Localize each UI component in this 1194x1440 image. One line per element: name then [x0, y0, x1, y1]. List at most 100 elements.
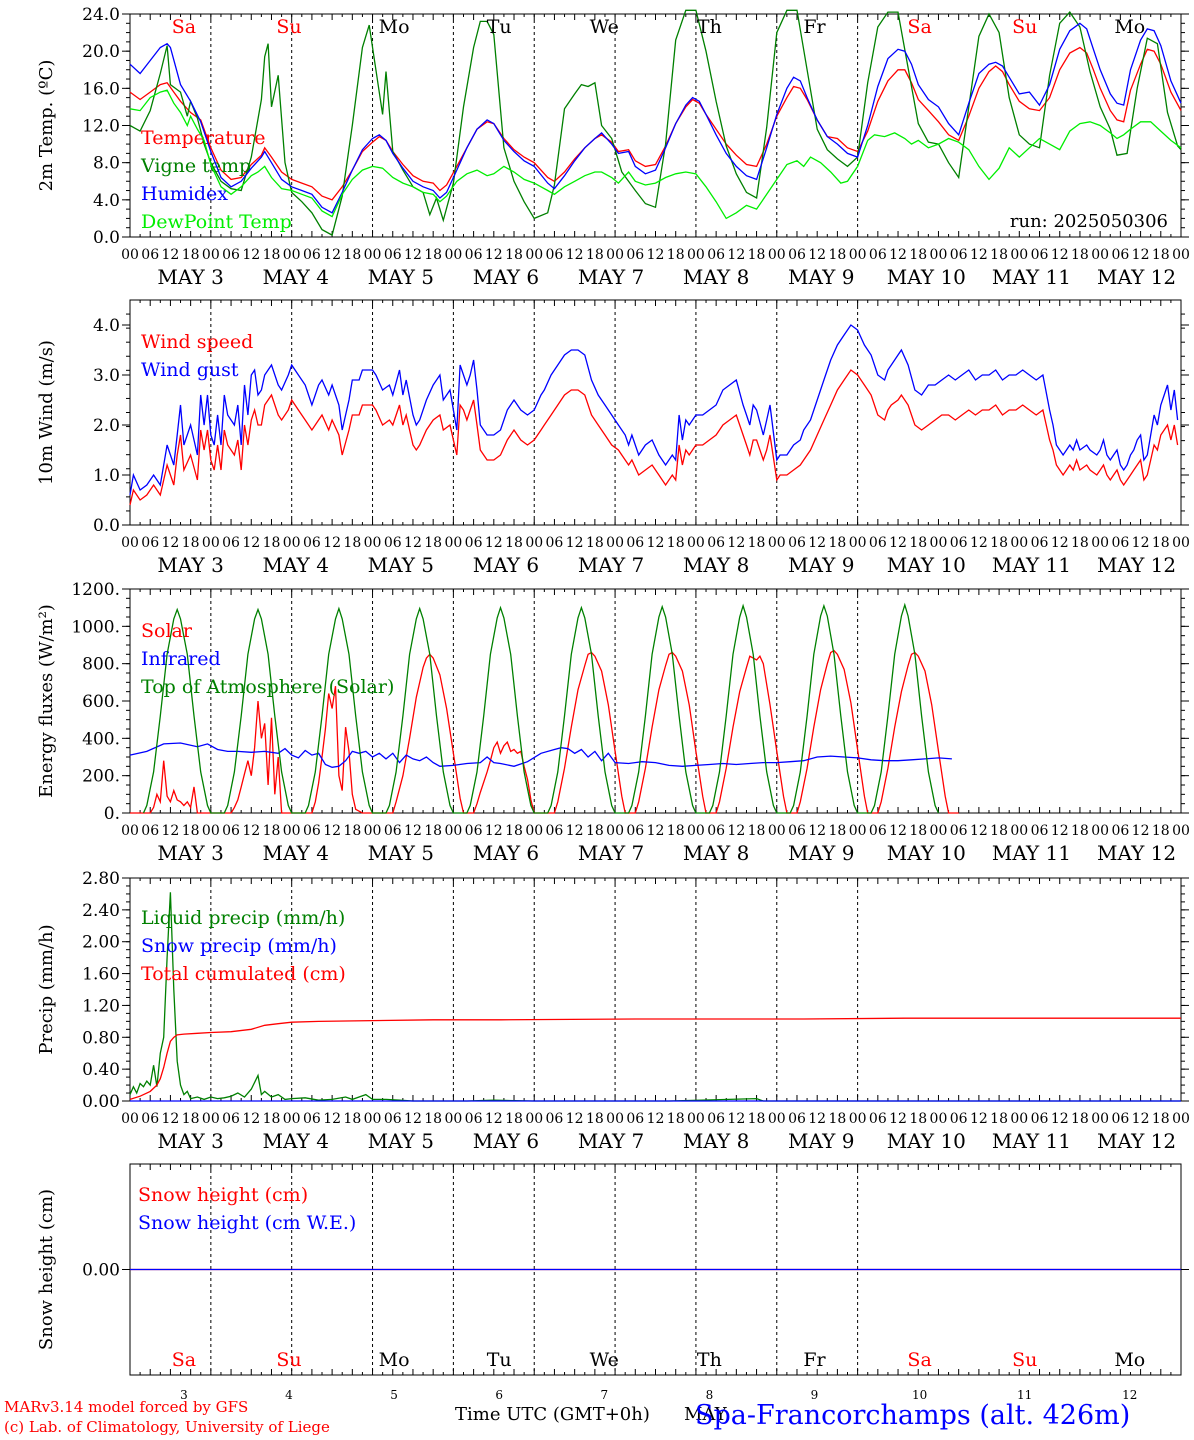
hour-label: 18 [1152, 823, 1170, 839]
hour-label: 06 [950, 1111, 968, 1127]
legend-entry: Total cumulated (cm) [141, 963, 346, 985]
date-label: MAY 3 [157, 265, 223, 289]
hour-label: 00 [687, 535, 705, 551]
hour-label: 12 [727, 535, 745, 551]
hour-label: 12 [808, 535, 826, 551]
y-tick-label: 600. [82, 692, 120, 712]
hour-label: 12 [647, 535, 665, 551]
hour-label: 06 [788, 247, 806, 263]
hour-label: 18 [1071, 1111, 1089, 1127]
hour-label: 18 [748, 823, 766, 839]
hour-label: 00 [768, 247, 786, 263]
date-label: MAY 12 [1097, 841, 1176, 865]
hour-label: 12 [727, 823, 745, 839]
hour-label: 06 [384, 1111, 402, 1127]
hour-label: 06 [222, 247, 240, 263]
date-label: MAY 10 [887, 553, 966, 577]
hour-label: 18 [343, 823, 361, 839]
hour-label: 06 [626, 1111, 644, 1127]
y-tick-label: 1000. [71, 617, 120, 637]
date-label: MAY 10 [887, 265, 966, 289]
hour-label: 06 [141, 823, 159, 839]
hour-label: 12 [323, 247, 341, 263]
panel-3: 0. 200. 400. 600. 800. 1000. 1200. Energy fluxe… [36, 580, 1190, 865]
hour-label: 00 [849, 823, 867, 839]
y-tick-label: 8.0 [93, 154, 120, 174]
legend-entry: Liquid precip (mm/h) [141, 907, 345, 929]
hour-label: 00 [1172, 823, 1190, 839]
hour-label: 18 [343, 1111, 361, 1127]
hour-label: 06 [1031, 1111, 1049, 1127]
hour-label: 06 [465, 535, 483, 551]
y-tick-label: 0.0 [93, 228, 120, 248]
hour-label: 00 [1091, 823, 1109, 839]
day-name: Mo [379, 16, 410, 38]
hour-label: 00 [687, 823, 705, 839]
date-label: MAY 5 [368, 553, 434, 577]
hour-label: 06 [1111, 247, 1129, 263]
hour-label: 18 [909, 823, 927, 839]
hour-label: 18 [990, 535, 1008, 551]
day-name: Tu [487, 16, 512, 38]
hour-label: 12 [1132, 823, 1150, 839]
hour-label: 00 [1172, 247, 1190, 263]
series-line-wind-speed [129, 369, 1179, 506]
hour-label: 18 [586, 823, 604, 839]
hour-label: 18 [990, 247, 1008, 263]
hour-label: 18 [1071, 535, 1089, 551]
y-tick-label: 0.00 [82, 1092, 120, 1112]
day-name: Sa [907, 1349, 931, 1371]
hour-label: 12 [970, 823, 988, 839]
hour-label: 06 [141, 247, 159, 263]
day-name: Th [697, 1349, 722, 1371]
hour-label: 18 [505, 247, 523, 263]
y-tick-label: 0.0 [93, 516, 120, 536]
hour-label: 06 [465, 823, 483, 839]
day-name: Su [276, 1349, 301, 1371]
hour-label: 00 [1010, 823, 1028, 839]
hour-label: 00 [283, 247, 301, 263]
hour-label: 06 [788, 823, 806, 839]
date-label: MAY 8 [683, 841, 749, 865]
y-axis-label: Energy fluxes (W/m²) [36, 604, 57, 798]
hour-label: 18 [182, 535, 200, 551]
date-label: MAY 3 [157, 553, 223, 577]
hour-label: 12 [1051, 535, 1069, 551]
hour-label: 06 [707, 1111, 725, 1127]
hour-label: 18 [909, 247, 927, 263]
y-tick-label: 20.0 [82, 42, 120, 62]
hour-label: 00 [1091, 535, 1109, 551]
date-label: MAY 6 [473, 265, 539, 289]
hour-label: 12 [566, 247, 584, 263]
y-tick-label: 2.80 [82, 869, 120, 889]
legend-entry: Snow height (cm W.E.) [138, 1212, 356, 1234]
hour-label: 18 [424, 535, 442, 551]
hour-label: 00 [1010, 247, 1028, 263]
hour-label: 00 [768, 1111, 786, 1127]
hour-label: 18 [182, 1111, 200, 1127]
series-line-wind-gust [129, 324, 1179, 496]
day-name: Mo [1114, 1349, 1145, 1371]
hour-label: 12 [323, 1111, 341, 1127]
hour-label: 12 [808, 247, 826, 263]
day-name: We [590, 16, 619, 38]
date-label: MAY 7 [578, 841, 644, 865]
y-axis-label: 2m Temp. (ºC) [36, 60, 57, 192]
hour-label: 06 [869, 1111, 887, 1127]
panel-frame [129, 299, 1182, 526]
hour-label: 06 [303, 823, 321, 839]
hour-label: 18 [748, 1111, 766, 1127]
date-label: MAY 8 [683, 1129, 749, 1153]
hour-label: 00 [687, 247, 705, 263]
hour-label: 12 [162, 535, 180, 551]
hour-label: 18 [828, 823, 846, 839]
panel-2: 0.0 1.0 2.0 3.0 4.0 10m Wind (m/s) Wind speed W… [36, 299, 1190, 577]
hour-label: 00 [930, 823, 948, 839]
legend-entry: Wind speed [141, 331, 253, 353]
y-tick-label: 4.0 [93, 316, 120, 336]
hour-label: 00 [1172, 535, 1190, 551]
hour-label: 12 [566, 535, 584, 551]
hour-label: 12 [404, 247, 422, 263]
hour-label: 18 [586, 247, 604, 263]
y-tick-label: 0.40 [82, 1060, 120, 1080]
